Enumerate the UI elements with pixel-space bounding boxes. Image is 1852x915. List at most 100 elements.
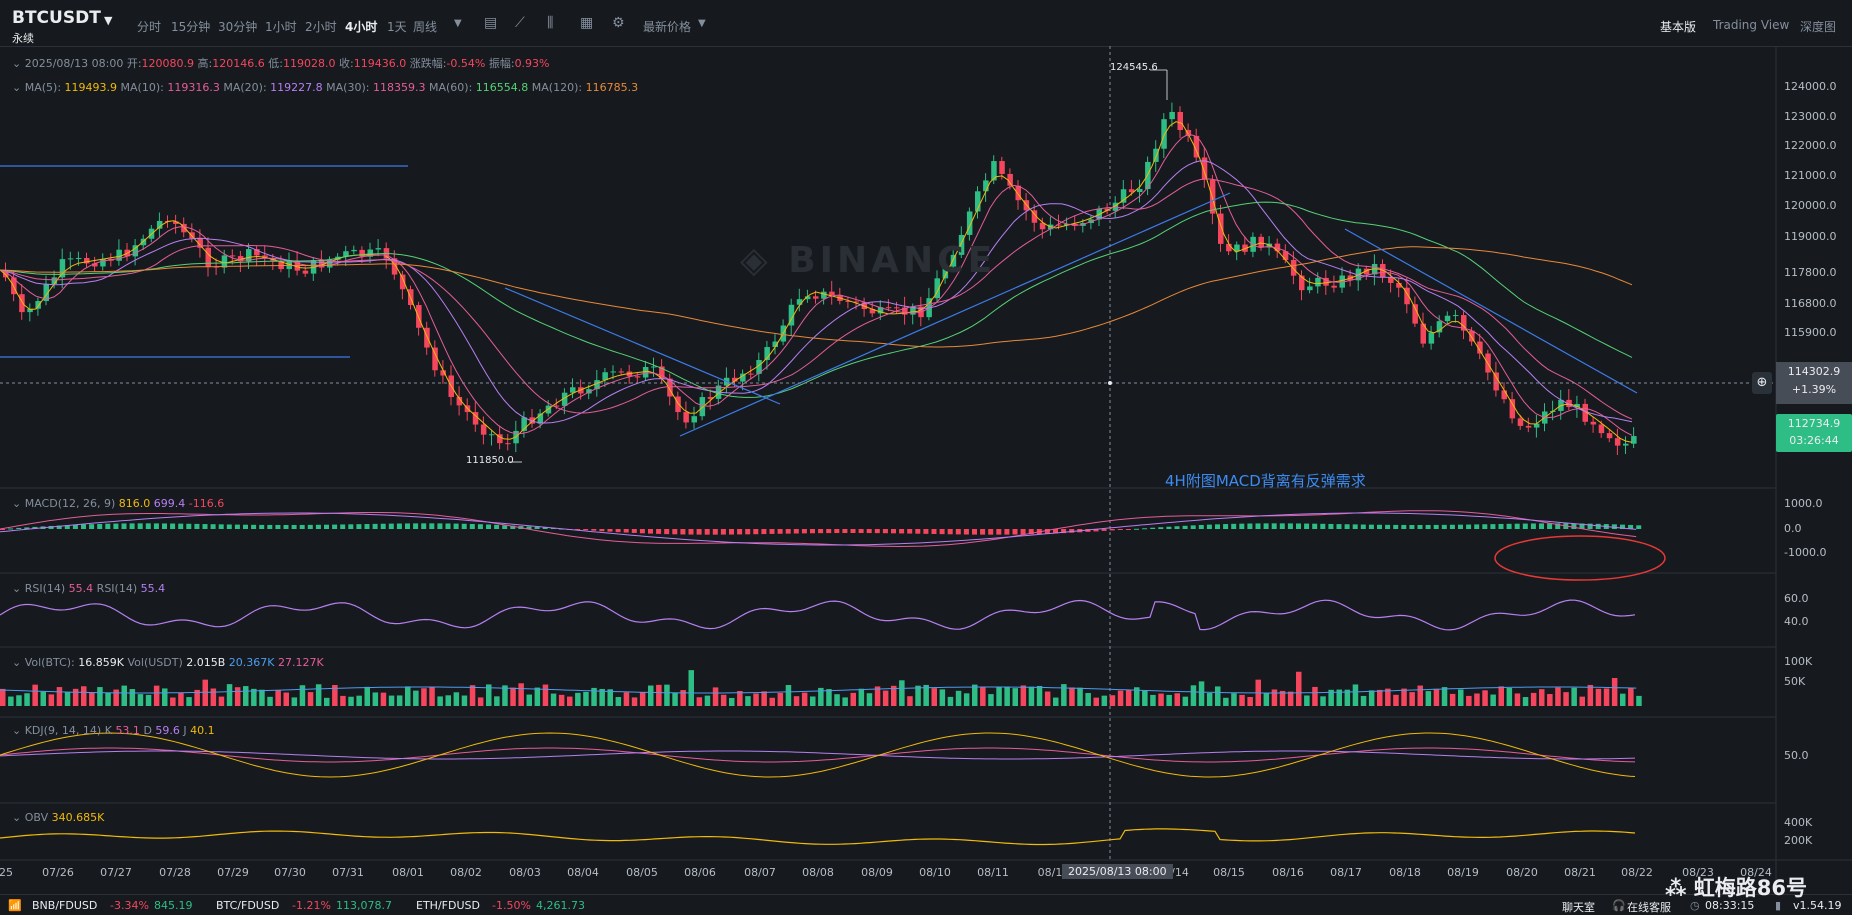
candle-body <box>1177 111 1183 131</box>
kline-chart[interactable] <box>0 0 1852 894</box>
compare-icon[interactable]: ⫼ <box>547 15 554 31</box>
chart-type-icon[interactable]: ▤ <box>484 15 498 31</box>
candle-body <box>1590 421 1597 425</box>
macd-title: MACD(12, 26, 9) <box>24 497 116 510</box>
macd-bar <box>162 523 167 529</box>
indicator-icon[interactable]: ⟋ <box>515 15 525 31</box>
candle-body <box>521 417 527 431</box>
volume-bar <box>1563 692 1569 706</box>
volume-bar <box>307 692 314 706</box>
macd-bar <box>672 529 678 535</box>
symbol-dropdown-icon[interactable]: ▼ <box>104 14 113 27</box>
candle-body <box>756 360 762 374</box>
volume-bar <box>1636 695 1642 706</box>
interval-tab[interactable]: 2小时 <box>305 20 337 34</box>
view-tradingview[interactable]: Trading View <box>1713 18 1790 32</box>
online-service-link[interactable]: 在线客服 <box>1627 901 1671 914</box>
volume-bar <box>1142 690 1148 706</box>
chat-room-link[interactable]: 聊天室 <box>1562 901 1595 914</box>
pane-expand-icon[interactable]: ⌄ <box>12 656 22 669</box>
pane-expand-icon[interactable]: ⌄ <box>12 497 22 510</box>
candle-body <box>456 396 463 406</box>
kdj-title: KDJ(9, 14, 14) <box>24 724 102 737</box>
candle-body <box>1015 185 1021 201</box>
ohlc-expand-icon[interactable]: ⌄ <box>12 57 22 70</box>
date-tick: 07/26 <box>42 866 74 879</box>
add-alert-icon[interactable]: ⊕ <box>1752 372 1772 394</box>
macd-bar <box>494 524 500 529</box>
macd-bar <box>1247 523 1253 529</box>
candle-body <box>910 306 916 315</box>
settings-icon[interactable]: ⚙ <box>612 15 625 31</box>
date-tick: 08/02 <box>450 866 482 879</box>
candle-body <box>1007 173 1013 186</box>
candle-body <box>472 412 479 425</box>
ticker-name[interactable]: BTC/FDUSD <box>216 899 280 912</box>
pane-expand-icon[interactable]: ⌄ <box>12 724 22 737</box>
volume-bar <box>1296 671 1302 706</box>
pane-expand-icon[interactable]: ⌄ <box>12 582 22 595</box>
macd-bar <box>1360 524 1366 529</box>
volume-bar <box>105 692 111 706</box>
volume-bar <box>315 684 322 706</box>
ticker-name[interactable]: BNB/FDUSD <box>32 899 98 912</box>
chart-toolbar: BTCUSDT ▼ 永续 分时 15分钟 30分钟 1小时 2小时 4小时 1天… <box>0 0 1852 47</box>
interval-tab[interactable]: 30分钟 <box>218 20 258 34</box>
price-type-caret-icon[interactable]: ▼ <box>698 18 706 29</box>
macd-bar <box>413 523 419 529</box>
pane-expand-icon[interactable]: ⌄ <box>12 811 22 824</box>
ma-expand-icon[interactable]: ⌄ <box>12 81 22 94</box>
chart-annotation: 4H附图MACD背离有反弹需求 <box>1165 472 1366 490</box>
volume-bar <box>1085 693 1091 706</box>
volume-bar <box>1304 695 1310 706</box>
volume-bar <box>842 697 848 706</box>
candle-body <box>67 258 74 260</box>
date-tick: 08/05 <box>626 866 658 879</box>
candle-body <box>480 424 487 435</box>
volume-bar <box>518 683 524 706</box>
ticker-name[interactable]: ETH/FDUSD <box>416 899 480 912</box>
drawn-trend-line <box>504 287 781 405</box>
volume-bar <box>972 684 978 706</box>
price-tick: 124000.0 <box>1784 80 1837 93</box>
volume-bar <box>623 692 630 706</box>
volume-bar <box>178 693 184 706</box>
service-icon[interactable]: 🎧 <box>1612 899 1626 912</box>
rsi-line <box>0 599 1636 631</box>
macd-bar <box>639 529 645 534</box>
interval-tab-active[interactable]: 4小时 <box>345 20 378 34</box>
candle-body <box>1307 286 1313 291</box>
date-tick: 07/28 <box>159 866 191 879</box>
symbol-name[interactable]: BTCUSDT <box>12 8 101 28</box>
candle-body <box>570 387 576 393</box>
volume-bar <box>81 686 87 706</box>
macd-bar <box>97 523 103 529</box>
price-type-select[interactable]: 最新价格 <box>643 20 692 34</box>
candle-body <box>1209 179 1216 214</box>
view-basic[interactable]: 基本版 <box>1660 20 1697 34</box>
interval-tab[interactable]: 1天 <box>387 20 407 34</box>
volume-bar <box>1587 684 1594 706</box>
view-depth[interactable]: 深度图 <box>1800 20 1837 34</box>
interval-tab[interactable]: 15分钟 <box>171 20 211 34</box>
candle-body <box>75 257 82 259</box>
kdj-legend: ⌄ KDJ(9, 14, 14) K 53.1 D 59.6 J 40.1 <box>12 724 215 737</box>
date-tick: 07/27 <box>100 866 132 879</box>
macd-bar <box>502 525 508 529</box>
macd-bar <box>1020 529 1026 535</box>
interval-dropdown-icon[interactable]: ▼ <box>454 18 462 29</box>
interval-tab[interactable]: 1小时 <box>265 20 297 34</box>
ma20-value: 119227.8 <box>270 81 323 94</box>
candle-body <box>642 367 649 378</box>
layout-icon[interactable]: ▦ <box>580 15 594 31</box>
kdj-tick: 50.0 <box>1784 749 1809 762</box>
volume-bar <box>243 686 249 706</box>
candle-body <box>391 258 398 275</box>
interval-tab[interactable]: 分时 <box>137 20 162 34</box>
macd-bar <box>1150 527 1156 529</box>
volume-bar <box>1174 693 1180 706</box>
interval-tab[interactable]: 周线 <box>413 20 438 34</box>
ma30-label: MA(30): <box>326 81 370 94</box>
macd-bar <box>729 529 734 535</box>
macd-bar <box>1498 523 1504 529</box>
